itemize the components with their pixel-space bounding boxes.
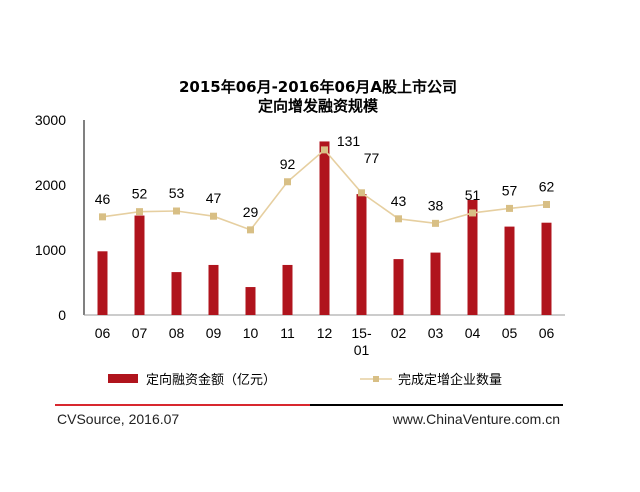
count-marker [358, 189, 365, 197]
x-tick-label: 02 [391, 325, 407, 341]
count-series-markers [99, 146, 550, 234]
count-data-label: 51 [465, 187, 481, 203]
x-tick-label: 06 [539, 325, 555, 341]
count-marker [506, 204, 513, 212]
y-tick-label: 1000 [35, 242, 66, 258]
x-tick-label: 10 [243, 325, 259, 341]
count-marker [543, 201, 550, 208]
x-tick-label: 05 [502, 325, 518, 341]
count-data-label: 77 [364, 150, 380, 166]
legend-bar-swatch [108, 374, 138, 383]
x-tick-label: 11 [280, 325, 295, 341]
count-data-label: 43 [391, 193, 407, 209]
bar [356, 194, 367, 315]
count-marker [99, 213, 106, 221]
chart-title-line-2: 定向增发融资规模 [258, 97, 379, 115]
count-data-label: 38 [428, 197, 444, 213]
count-data-label: 52 [132, 186, 148, 202]
x-tick-label: 03 [428, 325, 444, 341]
count-marker [247, 226, 254, 234]
x-tick-label: 09 [206, 325, 222, 341]
bar [134, 215, 145, 315]
count-data-label: 92 [280, 156, 296, 172]
count-data-label: 53 [169, 185, 185, 201]
bar [541, 222, 552, 315]
bar [319, 141, 330, 315]
legend-line-marker [373, 376, 379, 382]
x-tick-label: 15-01 [351, 325, 372, 358]
count-marker [395, 215, 402, 223]
count-data-label: 131 [337, 133, 361, 149]
count-data-label: 47 [206, 190, 222, 206]
y-tick-label: 3000 [35, 112, 66, 128]
bar [393, 259, 404, 315]
x-tick-label: 08 [169, 325, 185, 341]
bar [282, 264, 293, 315]
bar [97, 251, 108, 315]
count-data-label: 57 [502, 182, 518, 198]
y-tick-label: 0 [58, 307, 66, 323]
count-marker [469, 209, 476, 217]
count-marker [284, 178, 291, 186]
x-tick-label: 04 [465, 325, 481, 341]
bar [467, 199, 478, 315]
count-marker [210, 212, 217, 220]
footer-source: CVSource, 2016.07 [57, 411, 179, 427]
x-axis-labels: 06 07 08 09 10 11 12 15-01 02 03 04 05 06 [95, 325, 555, 358]
bar [171, 272, 182, 315]
count-marker [432, 219, 439, 227]
bar [430, 252, 441, 315]
y-axis-labels: 0 1000 2000 3000 [35, 112, 66, 323]
count-marker [321, 146, 328, 154]
legend-line-label: 完成定增企业数量 [398, 372, 502, 388]
count-marker [136, 208, 143, 216]
x-tick-label: 07 [132, 325, 148, 341]
bar-series [97, 141, 552, 315]
count-data-label: 46 [95, 191, 111, 207]
count-marker [173, 207, 180, 215]
x-tick-label: 06 [95, 325, 111, 341]
count-data-label: 62 [539, 179, 555, 195]
footer-website: www.ChinaVenture.com.cn [392, 411, 560, 427]
legend-bar-label: 定向融资金额（亿元） [146, 372, 276, 388]
chart-title-line-1: 2015年06月-2016年06月A股上市公司 [179, 78, 457, 96]
count-data-label: 29 [243, 204, 259, 220]
bar [504, 226, 515, 315]
bar [208, 264, 219, 315]
x-tick-label: 12 [317, 325, 333, 341]
bar [245, 287, 256, 315]
y-tick-label: 2000 [35, 177, 66, 193]
